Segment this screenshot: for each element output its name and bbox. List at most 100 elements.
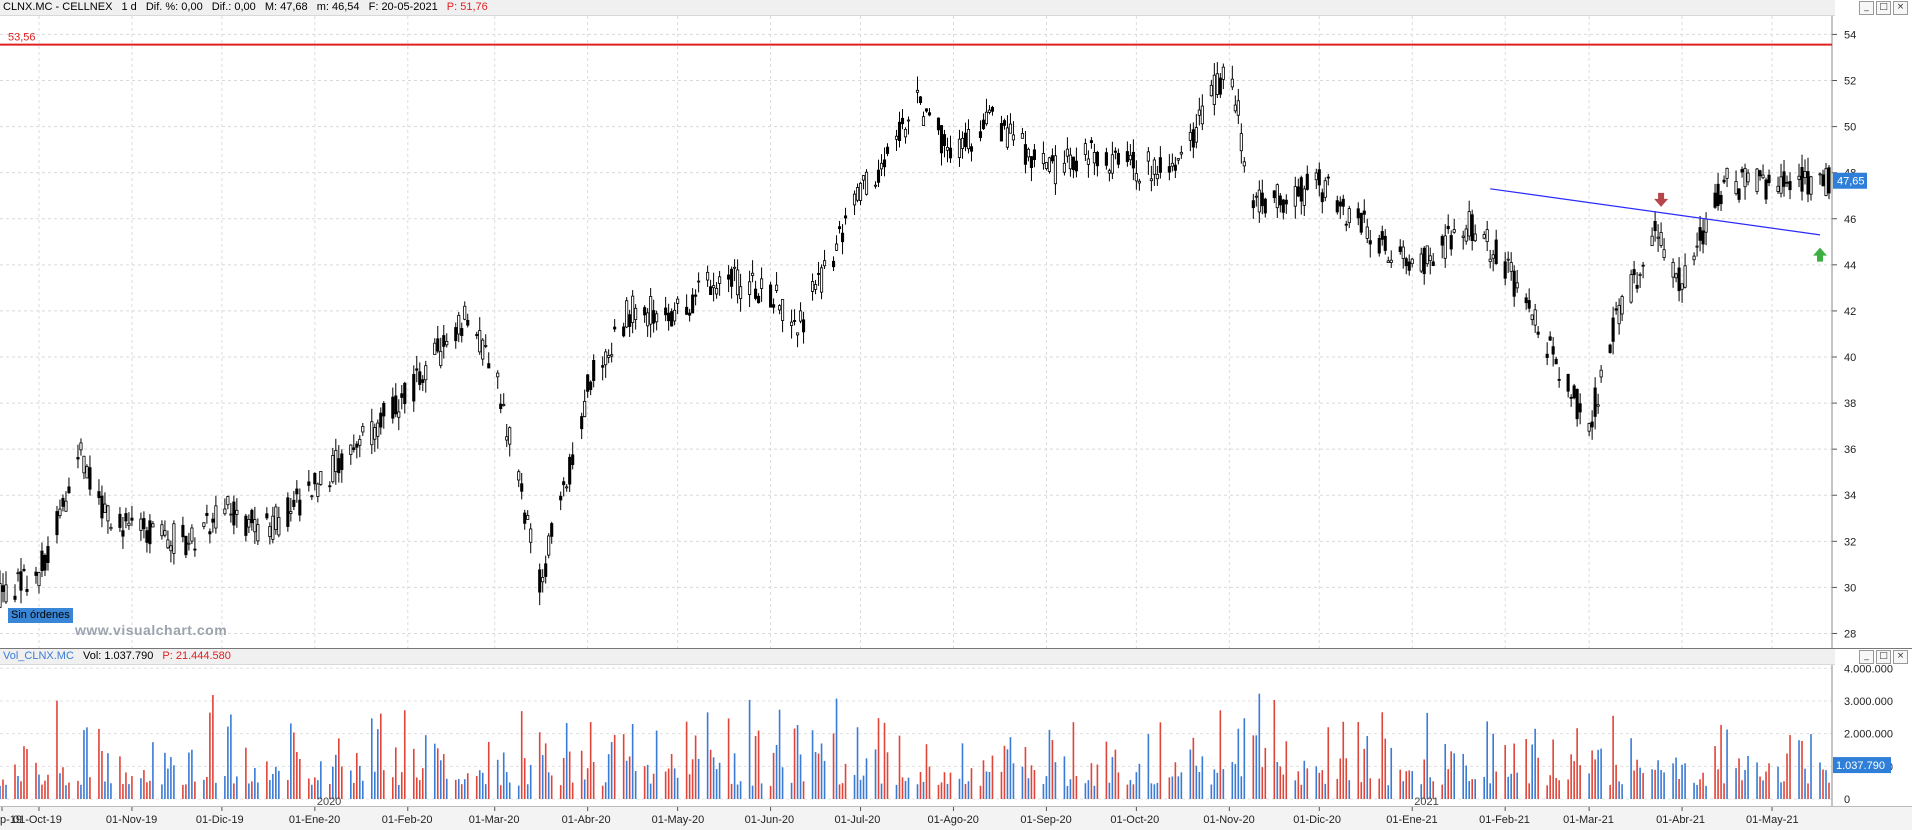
close-button[interactable]: × [1893,1,1908,15]
candle-body [1788,181,1792,191]
candle-body [1716,183,1720,206]
candle-body [1449,235,1453,250]
candle-body [247,519,251,528]
volume-close-button[interactable]: × [1893,650,1908,664]
candle-body [1317,169,1321,186]
candle-body [1632,269,1636,276]
candle-body [1044,162,1048,170]
candle-body [166,539,170,549]
candle-body [484,345,488,347]
candle-body [1524,297,1528,304]
candle-body [373,427,377,440]
candle-body [1107,170,1111,174]
candle-body [1050,155,1054,162]
date-tick-label: 01-Dic-20 [1293,814,1341,826]
candle-body [778,305,782,311]
candle-body [499,403,503,409]
candle-body [1020,133,1024,139]
candle-body [1335,200,1339,213]
candle-body [754,288,758,299]
candle-body [981,119,986,130]
candle-body [1359,212,1363,233]
candle-body [118,513,122,528]
candle-body [1578,403,1582,413]
candle-body [1170,162,1174,167]
candle-body [667,312,671,322]
candle-body [412,374,416,402]
candle-body [1209,84,1213,97]
candle-body [1314,172,1318,181]
candle-body [1272,190,1276,199]
candle-body [897,121,902,141]
candle-body [517,471,521,481]
candle-body [79,442,83,451]
orders-status-badge[interactable]: Sin órdenes [8,608,73,623]
candle-body [103,503,107,513]
candle-body [1125,151,1129,163]
price-tick-label: 36 [1844,444,1856,456]
candle-body [202,522,206,527]
candle-body [1326,176,1330,179]
candle-body [963,132,968,148]
candle-body [1230,78,1234,88]
candle-body [757,295,761,304]
candle-body [529,528,533,543]
candle-body [310,495,314,498]
candle-body [873,184,878,187]
candle-body [1,585,5,592]
volume-chart-svg[interactable]: 01.000.0002.000.0003.000.0004.000.0001.0… [0,649,1912,807]
candle-body [1071,156,1075,171]
candle-body [523,512,527,524]
candle-body [718,276,722,284]
candle-body [1158,157,1162,173]
candle-body [358,438,362,446]
candle-body [1344,223,1348,226]
volume-chart-pane[interactable]: Vol_CLNX.MC Vol: 1.037.790 P: 21.444.580… [0,648,1912,807]
candle-body [106,505,110,522]
candle-body [1386,260,1390,263]
candle-body [478,330,482,353]
candle-body [187,542,191,545]
candle-body [1032,149,1036,161]
candle-body [1116,152,1120,165]
candle-body [1470,214,1474,241]
minimize-button[interactable]: _ [1859,1,1874,15]
last-price-badge-bg [1833,172,1867,189]
candle-body [1740,169,1744,173]
candle-body [685,306,689,315]
candle-body [547,535,551,556]
candle-body [340,453,344,470]
volume-minimize-button[interactable]: _ [1859,650,1874,664]
candle-body [625,300,629,328]
volume-maximize-button[interactable]: □ [1876,650,1891,664]
candle-body [229,513,233,516]
maximize-button[interactable]: □ [1876,1,1891,15]
candle-body [1086,158,1090,165]
price-tick-label: 52 [1844,76,1856,88]
candle-body [852,193,857,206]
candle-body [1263,198,1267,214]
candle-body [1281,199,1285,213]
price-chart-pane[interactable]: CLNX.MC - CELLNEX 1 d Dif. %: 0,00 Dif.:… [0,0,1912,648]
candle-body [82,455,86,474]
candle-body [145,530,149,543]
candle-body [139,518,143,531]
candle-body [46,546,50,563]
candle-body [655,313,659,323]
watermark: www.visualchart.com [75,622,228,638]
candle-body [610,354,614,357]
candle-body [1671,262,1675,278]
candle-body [1002,120,1007,126]
price-tick-label: 34 [1844,490,1856,502]
price-tick-label: 50 [1844,122,1856,134]
volume-tick-label: 3.000.000 [1844,696,1893,708]
candle-body [130,517,134,521]
candle-body [1683,265,1687,288]
candle-body [1428,255,1432,262]
candle-body [939,125,944,154]
candle-body [235,509,239,515]
date-tick-label: 01-Mar-21 [1563,814,1614,826]
candle-body [1614,308,1618,311]
date-tick-label: 01-May-20 [652,814,705,826]
